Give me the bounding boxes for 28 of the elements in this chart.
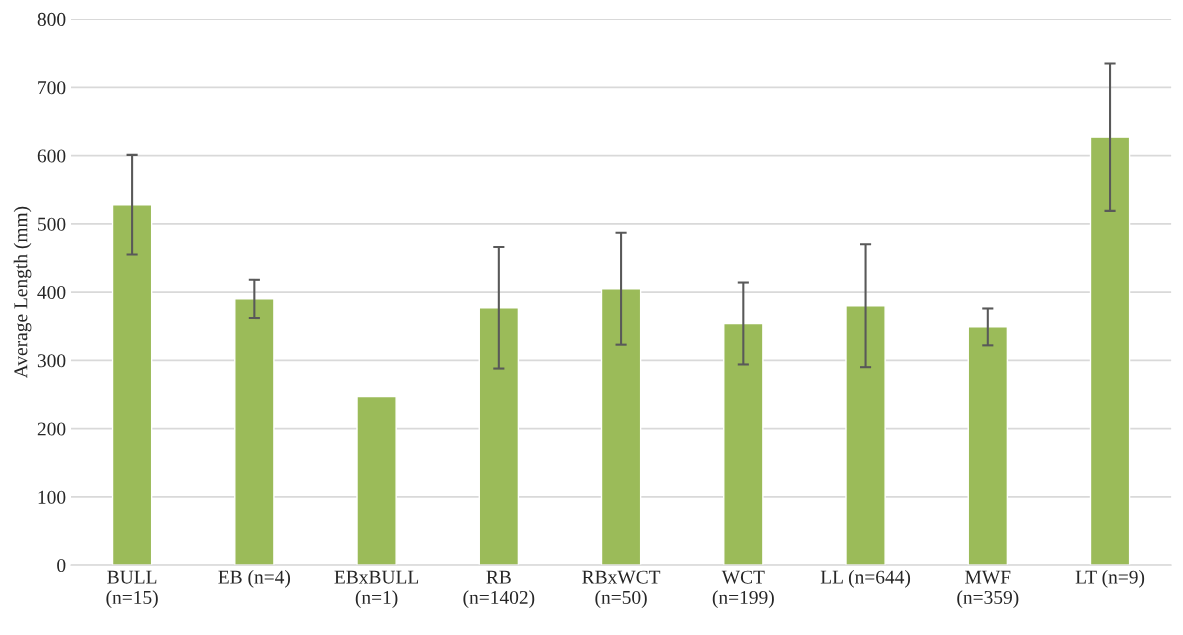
x-tick-label: EB (n=4) xyxy=(218,570,291,588)
bar xyxy=(845,305,886,566)
y-tick-label: 600 xyxy=(37,149,66,163)
y-tick-label: 200 xyxy=(37,422,66,436)
y-tick-label: 100 xyxy=(38,490,66,504)
bar xyxy=(600,287,642,566)
bar xyxy=(478,307,520,566)
x-tick-label: RB (n=1402) xyxy=(463,570,535,608)
bar xyxy=(356,395,397,566)
y-tick-label: 800 xyxy=(37,12,66,26)
y-tick-label: 700 xyxy=(38,81,66,95)
y-tick-label: 300 xyxy=(37,354,66,368)
bar xyxy=(234,298,275,566)
x-tick-label: LL (n=644) xyxy=(820,570,911,588)
y-axis-title: Average Length (mm) xyxy=(13,206,32,379)
x-tick-label: EBxBULL (n=1) xyxy=(334,570,419,608)
bar xyxy=(111,204,153,566)
y-tick-label: 400 xyxy=(37,285,66,300)
y-tick-label: 500 xyxy=(38,217,66,231)
y-tick-label: 0 xyxy=(57,558,66,573)
bar xyxy=(1089,136,1131,566)
x-tick-label: LT (n=9) xyxy=(1075,570,1145,588)
x-tick-label: BULL (n=15) xyxy=(106,570,158,608)
bar xyxy=(723,322,764,566)
bar xyxy=(967,326,1009,566)
x-tick-label: MWF (n=359) xyxy=(957,570,1019,608)
x-tick-label: WCT (n=199) xyxy=(712,570,774,608)
x-tick-label: RBxWCT (n=50) xyxy=(582,570,661,608)
